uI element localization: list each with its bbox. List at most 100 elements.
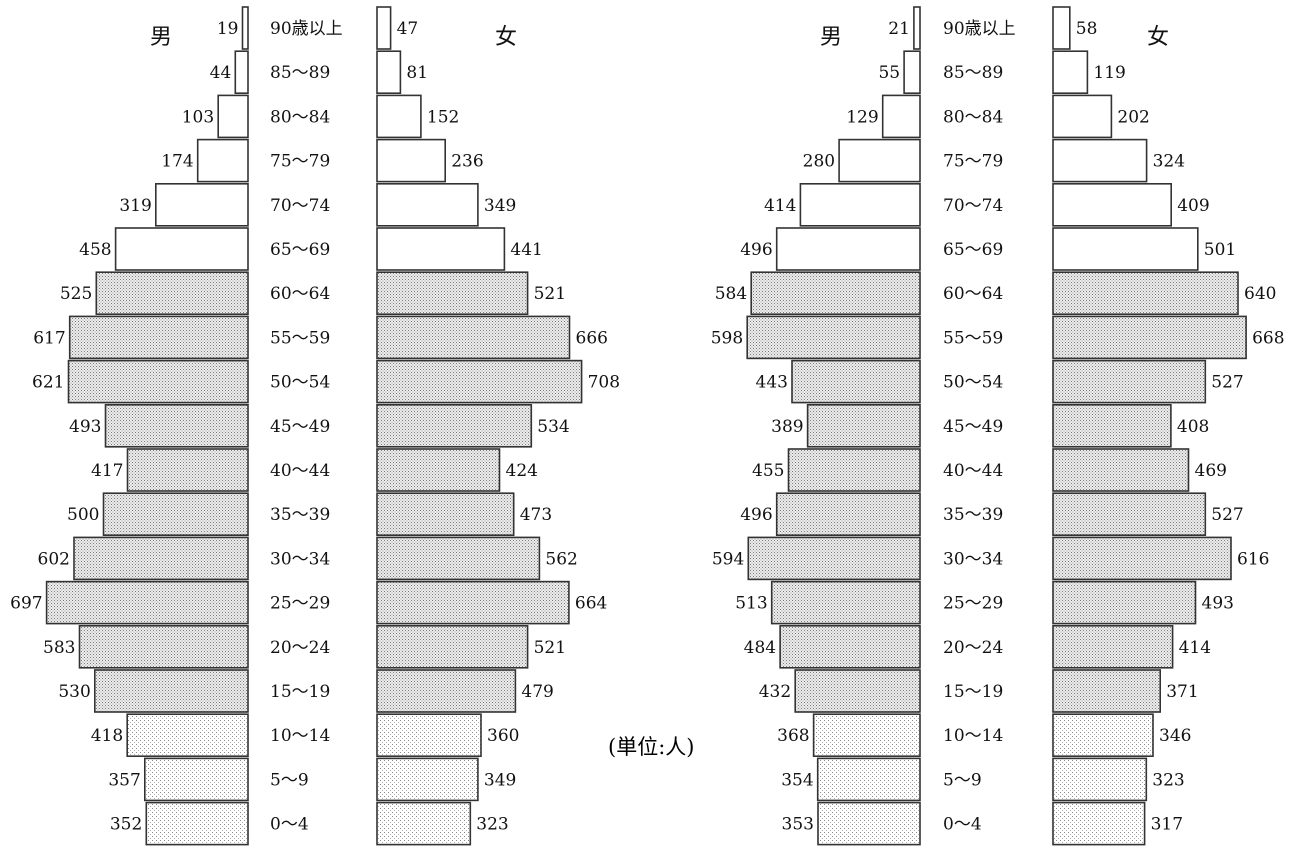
male-value-label: 352 — [110, 815, 142, 835]
male-bar — [838, 138, 921, 183]
female-value-label: 527 — [1211, 505, 1243, 525]
female-bar — [376, 669, 517, 713]
female-bar — [376, 713, 482, 758]
male-value-label: 584 — [715, 284, 747, 304]
age-group-label: 5〜9 — [270, 770, 309, 790]
male-bar — [95, 271, 249, 316]
age-group-label: 80〜84 — [270, 107, 330, 127]
age-group-label: 70〜74 — [270, 196, 330, 216]
age-group-label: 10〜14 — [943, 726, 1003, 746]
female-value-label: 47 — [397, 19, 419, 39]
male-bar — [746, 315, 921, 360]
unit-label: (単位:人) — [608, 735, 695, 759]
female-bar — [1052, 403, 1172, 448]
male-bar — [812, 713, 921, 758]
female-value-label: 521 — [534, 638, 566, 658]
male-bar — [750, 271, 921, 316]
female-value-label: 360 — [487, 726, 519, 746]
female-value-label: 408 — [1177, 417, 1209, 437]
female-bar — [376, 94, 422, 139]
male-bar — [787, 448, 921, 492]
female-label: 女 — [1147, 25, 1169, 50]
female-bar — [376, 801, 472, 846]
age-group-label: 85〜89 — [943, 63, 1003, 83]
male-bar — [794, 669, 921, 713]
male-value-label: 417 — [91, 461, 123, 481]
age-group-label: 45〜49 — [270, 417, 330, 437]
male-value-label: 418 — [91, 726, 123, 746]
female-value-label: 236 — [451, 152, 483, 172]
male-bar — [196, 138, 249, 183]
male-bar — [747, 536, 921, 581]
female-bar — [1052, 757, 1148, 802]
male-value-label: 357 — [108, 770, 140, 790]
female-bar — [376, 359, 583, 404]
male-value-label: 19 — [217, 19, 239, 39]
female-value-label: 152 — [427, 107, 459, 127]
age-group-label: 50〜54 — [270, 373, 330, 393]
male-bar — [881, 94, 921, 139]
male-bar — [799, 183, 921, 227]
female-value-label: 409 — [1177, 196, 1209, 216]
female-value-label: 562 — [545, 549, 577, 569]
female-bar — [1052, 183, 1172, 227]
age-group-label: 20〜24 — [943, 638, 1003, 658]
female-value-label: 473 — [520, 505, 552, 525]
age-group-label: 65〜69 — [943, 240, 1003, 260]
female-value-label: 493 — [1202, 594, 1234, 614]
female-value-label: 666 — [576, 328, 608, 348]
male-bar — [791, 359, 921, 404]
male-value-label: 21 — [888, 19, 910, 39]
female-value-label: 534 — [537, 417, 569, 437]
male-bar — [234, 50, 249, 95]
male-bar — [114, 227, 249, 271]
male-value-label: 443 — [756, 373, 788, 393]
male-label: 男 — [150, 25, 172, 50]
age-group-label: 75〜79 — [943, 152, 1003, 172]
female-bar — [376, 315, 571, 360]
female-value-label: 323 — [476, 815, 508, 835]
age-group-label: 90歳以上 — [270, 19, 343, 39]
female-value-label: 616 — [1237, 549, 1269, 569]
female-bar — [376, 757, 479, 802]
age-group-label: 5〜9 — [943, 770, 982, 790]
female-bar — [1052, 713, 1154, 758]
male-bar — [73, 536, 249, 581]
male-value-label: 493 — [69, 417, 101, 437]
female-bar — [1052, 315, 1247, 360]
female-bar — [1052, 138, 1148, 183]
male-bar — [145, 801, 249, 846]
age-group-label: 55〜59 — [270, 328, 330, 348]
male-bar — [45, 580, 249, 625]
male-bar — [67, 359, 249, 404]
age-group-label: 50〜54 — [943, 373, 1003, 393]
female-bar — [1052, 669, 1161, 713]
female-value-label: 202 — [1117, 107, 1149, 127]
female-bar — [1052, 580, 1197, 625]
male-bar — [217, 94, 249, 139]
male-value-label: 455 — [752, 461, 784, 481]
male-label: 男 — [820, 25, 842, 50]
female-value-label: 119 — [1093, 63, 1125, 83]
male-value-label: 389 — [771, 417, 803, 437]
age-group-label: 0〜4 — [943, 815, 982, 835]
male-bar — [770, 580, 921, 625]
male-bar — [779, 624, 921, 669]
male-bar — [68, 315, 249, 360]
male-bar — [78, 624, 249, 669]
female-bar — [1052, 94, 1113, 139]
male-value-label: 583 — [43, 638, 75, 658]
female-value-label: 58 — [1076, 19, 1098, 39]
age-group-label: 80〜84 — [943, 107, 1003, 127]
male-value-label: 368 — [777, 726, 809, 746]
female-value-label: 664 — [575, 594, 607, 614]
male-value-label: 697 — [10, 594, 42, 614]
female-value-label: 323 — [1152, 770, 1184, 790]
male-value-label: 525 — [60, 284, 92, 304]
male-bar — [817, 801, 921, 846]
male-bar — [241, 6, 249, 50]
female-bar — [1052, 801, 1146, 846]
male-bar — [913, 6, 921, 50]
male-value-label: 496 — [740, 240, 772, 260]
